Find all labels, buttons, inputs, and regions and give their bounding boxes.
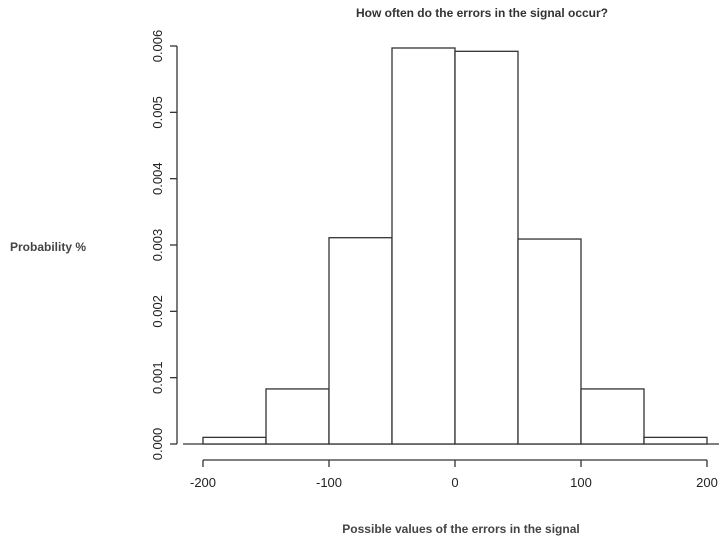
histogram-bar [328,237,393,445]
y-tick-label: 0.001 [150,361,165,394]
histogram-bars [183,47,719,445]
y-tick-label: 0.002 [150,295,165,328]
x-tick-label: 0 [451,475,458,490]
histogram-bar [517,238,582,445]
y-tick-label: 0.006 [150,30,165,63]
x-axis-label: Possible values of the errors in the sig… [342,522,579,536]
x-axis: -200 -100 0 100 200 [190,459,718,490]
histogram-bar [202,436,267,445]
y-axis: 0.000 0.001 0.002 0.003 0.004 0.005 0.006 [150,30,178,461]
histogram-bar [265,388,330,445]
y-tick-label: 0.003 [150,229,165,262]
histogram-bar [580,388,645,445]
y-tick-label: 0.004 [150,162,165,195]
y-tick-label: 0.000 [150,428,165,461]
x-tick-label: 100 [570,475,592,490]
histogram-bar [454,50,519,445]
chart-title: How often do the errors in the signal oc… [356,6,608,20]
x-tick-label: -200 [190,475,216,490]
x-tick-label: -100 [316,475,342,490]
histogram-bar [643,436,708,445]
y-tick-label: 0.005 [150,96,165,129]
x-tick-label: 200 [696,475,718,490]
histogram-bar [391,47,456,445]
y-axis-label: Probability % [10,240,86,254]
